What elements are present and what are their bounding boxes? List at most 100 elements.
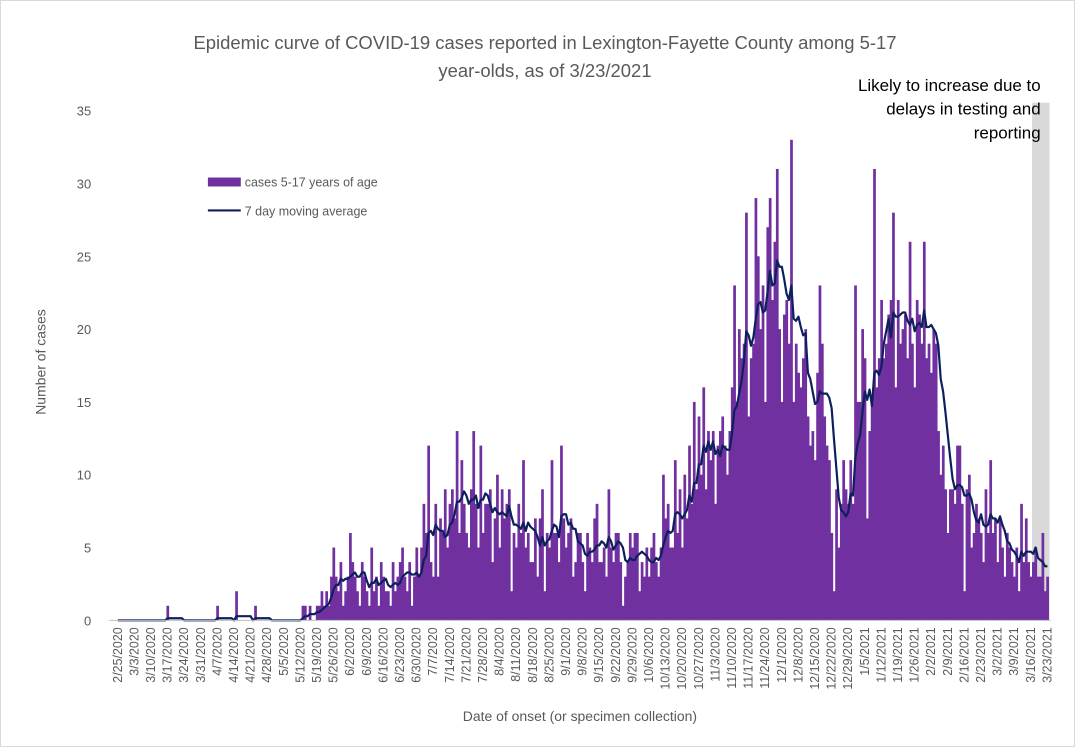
case-bar (759, 329, 763, 621)
case-bar (666, 503, 670, 621)
case-bar (818, 285, 822, 621)
x-tick-label: 4/28/2020 (260, 627, 274, 682)
x-tick-label: 6/9/2020 (360, 627, 374, 676)
case-bar (790, 139, 793, 621)
x-tick-label: 7/14/2020 (443, 627, 457, 682)
case-bar (669, 547, 672, 621)
case-bar (405, 591, 409, 621)
case-bar (863, 358, 867, 621)
y-tick-label: 20 (77, 322, 91, 337)
case-bar (455, 431, 459, 621)
case-bar (728, 431, 732, 621)
y-tick-label: 35 (77, 104, 91, 119)
x-axis: 2/25/2020 3/3/2020 3/10/2020 3/17/2020 3/24/… (111, 627, 1055, 689)
case-bar (571, 576, 575, 621)
case-bar (484, 503, 487, 621)
x-tick-label: 5/26/2020 (327, 627, 341, 682)
case-bar (873, 168, 876, 621)
case-bar (832, 591, 836, 621)
legend-bar-swatch (207, 177, 241, 187)
case-bar (825, 445, 829, 621)
case-bar (937, 431, 940, 621)
case-bar (434, 503, 438, 621)
case-bar (745, 212, 748, 621)
case-bar (1039, 576, 1042, 621)
x-tick-label: 1/12/2021 (874, 627, 888, 682)
x-tick-label: 11/3/2020 (708, 627, 722, 682)
case-bar (880, 299, 883, 621)
case-bar (443, 489, 447, 621)
case-bar (830, 532, 834, 621)
case-bar (858, 401, 862, 621)
case-bar (413, 576, 416, 621)
case-bar (389, 605, 393, 621)
case-bar (1032, 562, 1035, 621)
case-bar (735, 401, 739, 621)
case-bar (664, 518, 668, 621)
case-bar (918, 314, 921, 621)
case-bar (982, 562, 985, 621)
annotation-line-3: reporting (974, 124, 1041, 143)
legend: cases 5-17 years of age 7 day moving ave… (207, 176, 378, 218)
case-bar (1046, 576, 1049, 621)
case-bar (408, 562, 412, 621)
case-bar (951, 489, 955, 621)
x-tick-label: 5/12/2020 (293, 627, 307, 682)
case-bar (360, 562, 364, 621)
case-bar (811, 431, 815, 621)
case-bar (1020, 503, 1023, 621)
case-bar (913, 387, 917, 621)
case-bar (920, 343, 924, 621)
case-bar (341, 605, 345, 621)
case-bar (500, 489, 504, 621)
case-bar (844, 489, 848, 621)
case-bar (640, 562, 644, 621)
case-bar (339, 562, 343, 621)
x-tick-label: 9/29/2020 (625, 627, 639, 682)
case-bar (254, 605, 257, 621)
case-bar (932, 329, 936, 621)
x-tick-label: 2/9/2021 (941, 627, 955, 676)
case-bar (344, 591, 348, 621)
case-bar (839, 503, 843, 621)
x-tick-label: 3/10/2020 (144, 627, 158, 682)
case-bar (683, 474, 687, 621)
case-bar (870, 401, 874, 621)
case-bar (828, 460, 831, 621)
case-bar (884, 343, 888, 621)
case-bar (896, 299, 900, 621)
case-bar (671, 547, 675, 621)
case-bar (346, 576, 350, 621)
x-tick-label: 3/17/2020 (161, 627, 175, 682)
x-tick-label: 4/7/2020 (210, 627, 224, 676)
case-bar (595, 503, 599, 621)
case-bar (681, 547, 684, 621)
case-bar (1027, 562, 1031, 621)
case-bar (576, 532, 580, 621)
case-bar (458, 532, 461, 621)
case-bar (647, 576, 651, 621)
case-bar (517, 503, 521, 621)
case-bar (733, 285, 736, 621)
case-bar (768, 198, 772, 621)
case-bar (946, 532, 950, 621)
case-bar (327, 605, 331, 621)
case-bar (847, 503, 850, 621)
case-bar (503, 518, 506, 621)
x-tick-label: 10/13/2020 (659, 627, 673, 689)
case-bar (481, 532, 485, 621)
case-bar (934, 343, 938, 621)
case-bar (598, 562, 601, 621)
case-bar (820, 343, 824, 621)
case-bar (809, 445, 812, 621)
case-bar (740, 358, 744, 621)
case-bar (602, 547, 606, 621)
case-bar (586, 532, 589, 621)
case-bar (861, 329, 865, 621)
case-bar (379, 562, 383, 621)
case-bar (685, 518, 689, 621)
case-bar (650, 547, 653, 621)
case-bar (216, 605, 219, 621)
case-bar (569, 518, 573, 621)
